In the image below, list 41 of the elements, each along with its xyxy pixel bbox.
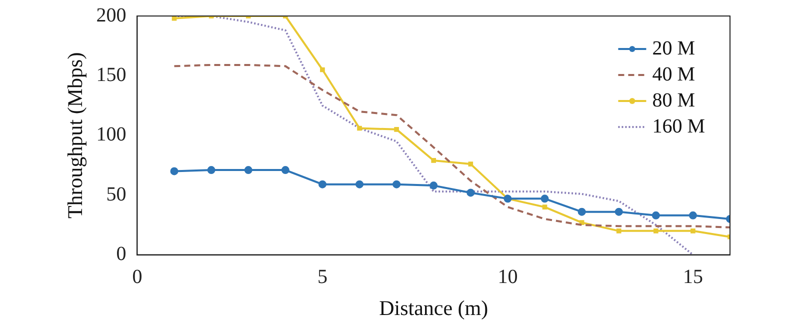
x-axis-title: Distance (m): [379, 296, 488, 320]
x-tick-label: 15: [682, 266, 703, 288]
point: [430, 182, 438, 190]
y-tick-label: 100: [96, 124, 126, 146]
y-tick-label: 50: [106, 183, 126, 206]
point: [614, 208, 623, 216]
point: [652, 211, 660, 220]
legend-label: 40 M: [652, 63, 696, 86]
x-tick-label: 0: [132, 266, 142, 288]
point: [540, 194, 549, 203]
point: [542, 204, 548, 210]
x-tick-label: 10: [498, 266, 518, 288]
point: [357, 126, 362, 131]
point: [468, 162, 474, 166]
point: [690, 228, 696, 234]
point: [281, 166, 290, 174]
point: [616, 228, 622, 234]
legend-label: 80 M: [652, 89, 696, 112]
x-tick-label: 5: [317, 266, 328, 288]
y-axis-title: Throughput (Mbps): [63, 52, 88, 219]
y-tick-label: 0: [116, 243, 126, 266]
point: [392, 180, 401, 188]
point: [318, 180, 326, 188]
point: [394, 127, 399, 132]
legend-label: 20 M: [652, 37, 696, 60]
y-tick-label: 200: [96, 4, 126, 26]
y-tick-label: 150: [96, 64, 126, 86]
point: [688, 211, 697, 220]
point: [578, 208, 586, 216]
point: [431, 158, 436, 163]
point: [172, 16, 177, 21]
point: [320, 67, 325, 72]
point: [170, 167, 178, 176]
point: [653, 228, 658, 234]
point: [579, 220, 584, 225]
point: [244, 166, 252, 174]
line-series: [173, 64, 730, 228]
legend-label: 160 M: [652, 115, 706, 138]
point: [466, 188, 475, 197]
point: [207, 166, 216, 174]
point: [356, 180, 364, 188]
